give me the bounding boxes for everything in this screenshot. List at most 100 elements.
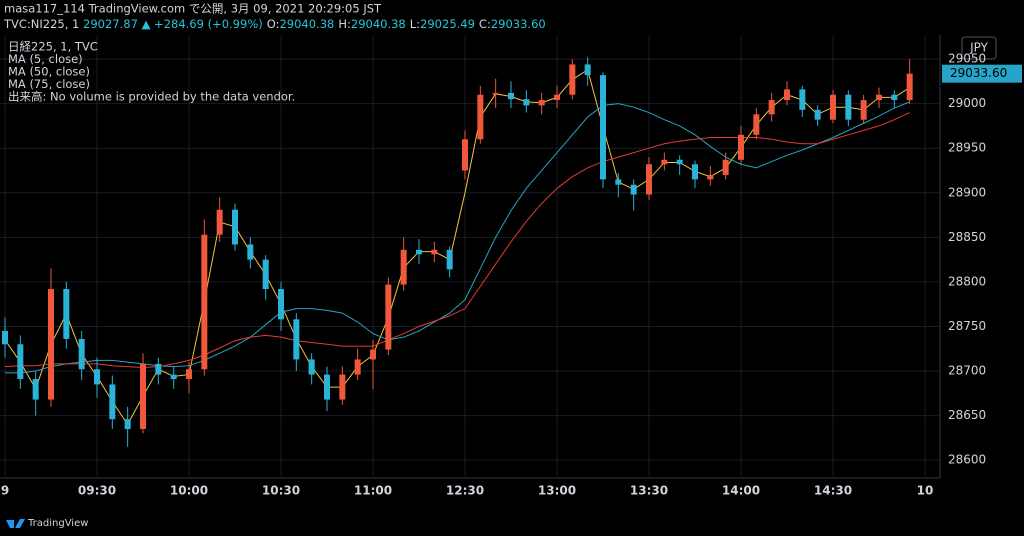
candle-body (293, 319, 300, 360)
ohlc-value: 29033.60 (491, 17, 546, 31)
candle-body (646, 164, 652, 195)
candle-body (94, 369, 100, 385)
x-tick-label: 13:30 (630, 484, 668, 498)
x-tick-label: 13:00 (538, 484, 576, 498)
candle-body (385, 284, 392, 350)
x-tick-label: 10 (917, 484, 934, 498)
y-tick-label: 28600 (948, 453, 986, 467)
published-info: masa117_114 TradingView.com で公開, 3月 09, … (4, 2, 382, 16)
candle-body (354, 359, 361, 375)
x-tick-label: 14:30 (814, 484, 852, 498)
price-label-box (942, 64, 1022, 83)
x-tick-label: 14:00 (722, 484, 760, 498)
candle-body (262, 259, 269, 290)
symbol: TVC:NI225, 1 (3, 17, 79, 31)
candle-body (799, 89, 806, 110)
y-tick-label: 29050 (948, 52, 986, 66)
candle-body (247, 244, 254, 260)
symbol-line: TVC:NI225, 1 29027.87 ▲ +284.69 (+0.99%)… (3, 17, 546, 31)
candle-body (78, 338, 85, 370)
candle-body (814, 109, 821, 120)
candle-body (538, 100, 545, 106)
candle-body (876, 94, 882, 101)
x-tick-label: 10:00 (170, 484, 208, 498)
candle-body (615, 179, 622, 185)
candle-body (692, 164, 698, 180)
change: ▲ +284.69 (+0.99%) (142, 17, 263, 31)
candle-body (569, 64, 576, 95)
candle-body (308, 359, 315, 375)
candle-body (2, 330, 8, 345)
legend-entry: 日経225, 1, TVC (8, 40, 98, 54)
candle-body (63, 289, 70, 339)
candle-body (48, 289, 54, 400)
candle-body (232, 209, 238, 245)
y-tick-label: 28850 (948, 230, 986, 244)
legend-entry: MA (50, close) (8, 65, 90, 79)
candle-body (600, 75, 606, 180)
candle-body (784, 89, 790, 101)
candle-body (370, 349, 376, 360)
candle-body (431, 249, 438, 255)
candle-body (201, 234, 208, 370)
candle-body (216, 209, 223, 235)
candle-body (508, 92, 514, 100)
candle-body (17, 344, 24, 380)
candle-body (676, 159, 683, 165)
y-tick-label: 28650 (948, 408, 986, 422)
ohlc-value: 29025.49 (420, 17, 475, 31)
currency-button[interactable] (961, 36, 997, 60)
legend-entry: MA (5, close) (8, 52, 83, 66)
candle-body (477, 94, 484, 140)
candle-body (860, 100, 867, 120)
candle-body (416, 249, 422, 255)
x-tick-label: 12:30 (446, 484, 484, 498)
candle-body (891, 94, 898, 101)
candle-body (446, 249, 453, 270)
ohlc-label: H: (338, 17, 351, 31)
candle-body (32, 379, 39, 400)
candle-body (124, 419, 131, 429)
candle-body (278, 289, 284, 320)
x-tick-label: 11:00 (354, 484, 392, 498)
candle-body (906, 73, 913, 101)
candle-body (339, 374, 346, 400)
candle-body (186, 369, 192, 380)
legend-entry: 出来高: No volume is provided by the data v… (8, 90, 295, 104)
currency[interactable]: JPY (969, 41, 989, 55)
ma-line (4, 112, 910, 368)
candle-body (324, 374, 330, 400)
y-tick-label: 28800 (948, 274, 986, 288)
ohlc-label: L: (410, 17, 420, 31)
brand-name: TradingView (27, 518, 88, 529)
brand-logo (6, 519, 25, 528)
candle-body (462, 139, 468, 171)
candle-body (661, 159, 668, 165)
y-tick-label: 29000 (948, 96, 986, 110)
candle-body (492, 92, 499, 95)
x-tick-label: 9 (1, 484, 9, 498)
candle-body (738, 134, 744, 160)
y-tick-label: 28900 (948, 185, 986, 199)
candle-body (753, 114, 760, 135)
ohlc-label: O: (267, 17, 280, 31)
candle-body (584, 64, 591, 76)
x-tick-label: 10:30 (262, 484, 300, 498)
candle-body (830, 94, 836, 120)
candle-body (140, 363, 146, 429)
candle-body (554, 94, 560, 101)
candle-body (155, 363, 162, 375)
candle-body (722, 159, 729, 175)
y-tick-label: 28750 (948, 319, 986, 333)
ohlc-label: C: (479, 17, 491, 31)
candle-body (707, 174, 714, 180)
candle-body (170, 374, 177, 380)
candle-body (523, 99, 530, 106)
candle-body (630, 184, 637, 195)
x-tick-label: 09:30 (78, 484, 116, 498)
candle-body (768, 100, 775, 115)
last-price: 29027.87 (83, 17, 138, 31)
candle-body (845, 94, 852, 120)
